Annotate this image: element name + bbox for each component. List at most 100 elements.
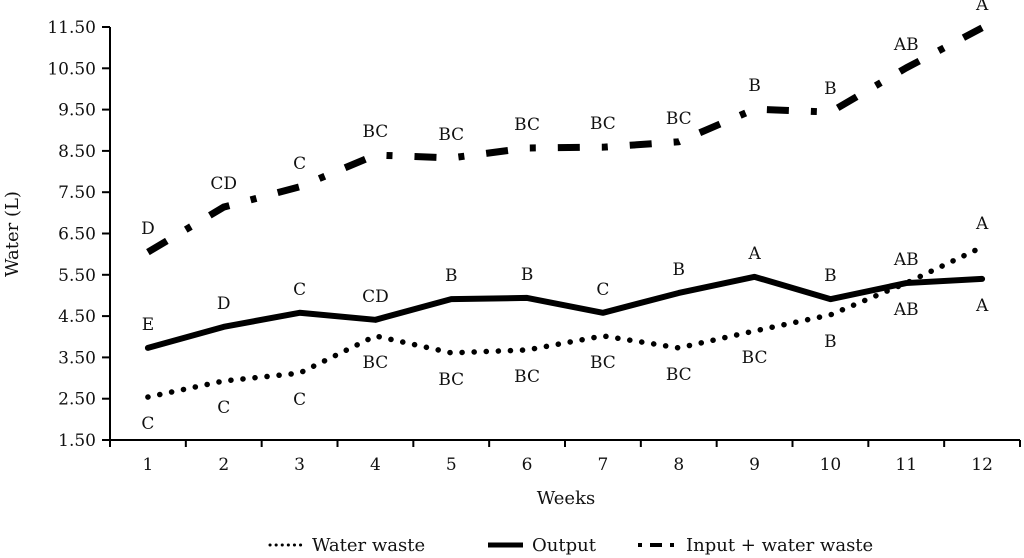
- data-point-water-waste: [524, 347, 530, 353]
- y-tick-label: 9.50: [58, 101, 96, 121]
- data-point-input-water-waste: [676, 139, 682, 145]
- axes: 1.50 2.50 3.50 4.50 5.50 6.50 7.50 8.50 9.50 10.5…: [47, 18, 1021, 475]
- data-point-output: [827, 296, 833, 302]
- x-tick-label: 5: [446, 455, 457, 475]
- legend-item-output: Output: [488, 535, 597, 556]
- significance-label-output: B: [521, 265, 534, 285]
- x-ticks: 1 2 3 4 5 6 7 8 9 10 11 12: [109, 440, 1021, 475]
- significance-label-water-waste: C: [293, 390, 306, 410]
- data-point-water-waste: [676, 345, 682, 351]
- significance-label-input-water-waste: BC: [363, 122, 389, 142]
- significance-label-input-water-waste: BC: [438, 125, 464, 145]
- significance-label-input-water-waste: D: [141, 219, 155, 239]
- data-point-output: [524, 295, 530, 301]
- significance-label-water-waste: BC: [514, 367, 540, 387]
- series-line-output: [144, 273, 986, 351]
- y-tick-label: 8.50: [58, 142, 96, 162]
- y-tick-label: 11.50: [47, 18, 96, 38]
- significance-label-water-waste: BC: [666, 365, 692, 385]
- data-point-water-waste: [448, 350, 454, 356]
- significance-label-input-water-waste: AB: [893, 35, 919, 55]
- data-point-input-water-waste: [372, 152, 378, 158]
- significance-label-output: A: [975, 296, 989, 316]
- data-point-output: [297, 310, 303, 316]
- significance-label-output: C: [293, 280, 306, 300]
- y-tick-label: 4.50: [58, 307, 96, 327]
- legend-label-output: Output: [532, 535, 597, 556]
- data-point-output: [979, 276, 985, 282]
- data-point-input-water-waste: [524, 145, 530, 151]
- x-tick-label: 8: [673, 455, 684, 475]
- significance-label-output: A: [747, 244, 761, 264]
- y-tick-label: 1.50: [58, 431, 96, 451]
- significance-label-output: CD: [362, 287, 389, 307]
- data-point-output: [676, 290, 682, 296]
- y-tick-label: 3.50: [58, 348, 96, 368]
- significance-label-output: B: [445, 266, 458, 286]
- significance-label-water-waste: A: [975, 214, 989, 234]
- y-tick-label: 5.50: [58, 266, 96, 286]
- significance-label-input-water-waste: BC: [514, 115, 540, 135]
- significance-label-output: B: [673, 260, 686, 280]
- series-line-input-water-waste: [146, 24, 984, 256]
- significance-label-water-waste: AB: [893, 250, 919, 270]
- data-point-output: [372, 317, 378, 323]
- x-tick-label: 12: [971, 455, 993, 475]
- data-point-output: [752, 274, 758, 280]
- data-point-water-waste: [372, 333, 378, 339]
- significance-label-water-waste: BC: [742, 348, 768, 368]
- y-tick-label: 6.50: [58, 225, 96, 245]
- series-layer: [144, 24, 986, 400]
- legend-label-water-waste: Water waste: [312, 535, 425, 556]
- significance-label-water-waste: C: [217, 398, 230, 418]
- significance-label-output: E: [142, 315, 154, 335]
- y-tick-label: 10.50: [47, 59, 96, 79]
- significance-label-water-waste: C: [141, 414, 154, 434]
- significance-label-water-waste: B: [824, 332, 837, 352]
- significance-label-input-water-waste: A: [975, 0, 989, 15]
- y-axis-title: Water (L): [2, 191, 23, 277]
- significance-label-input-water-waste: B: [748, 76, 761, 96]
- data-point-input-water-waste: [600, 144, 606, 150]
- x-tick-label: 1: [143, 455, 154, 475]
- data-point-output: [145, 345, 151, 351]
- data-point-input-water-waste: [145, 249, 151, 255]
- significance-label-input-water-waste: CD: [210, 174, 237, 194]
- significance-label-output: AB: [893, 300, 919, 320]
- y-tick-label: 2.50: [58, 390, 96, 410]
- significance-label-water-waste: BC: [590, 353, 616, 373]
- x-tick-label: 9: [749, 455, 760, 475]
- data-point-water-waste: [221, 378, 227, 384]
- x-tick-label: 3: [294, 455, 305, 475]
- significance-label-input-water-waste: B: [824, 79, 837, 99]
- data-point-water-waste: [145, 394, 151, 400]
- significance-label-output: C: [596, 280, 609, 300]
- x-axis-title: Weeks: [537, 488, 595, 509]
- legend-item-input-water-waste: Input + water waste: [638, 535, 873, 556]
- significance-label-water-waste: BC: [438, 370, 464, 390]
- x-tick-label: 2: [218, 455, 229, 475]
- data-point-input-water-waste: [448, 155, 454, 161]
- x-tick-label: 6: [522, 455, 533, 475]
- x-tick-label: 7: [598, 455, 609, 475]
- data-point-water-waste: [297, 370, 303, 376]
- data-point-water-waste: [827, 312, 833, 318]
- legend: Water waste Output Input + water waste: [268, 535, 873, 556]
- significance-label-input-water-waste: BC: [666, 109, 692, 129]
- x-tick-label: 10: [820, 455, 842, 475]
- significance-label-input-water-waste: C: [293, 154, 306, 174]
- data-point-output: [600, 310, 606, 316]
- data-point-water-waste: [979, 244, 985, 250]
- x-tick-label: 4: [370, 455, 381, 475]
- data-point-input-water-waste: [903, 65, 909, 71]
- data-point-input-water-waste: [979, 25, 985, 31]
- data-point-output: [221, 324, 227, 330]
- data-point-output: [903, 280, 909, 286]
- significance-label-output: B: [824, 266, 837, 286]
- data-point-input-water-waste: [297, 184, 303, 190]
- significance-label-input-water-waste: BC: [590, 114, 616, 134]
- series-line-water-waste: [145, 244, 985, 400]
- data-point-input-water-waste: [752, 106, 758, 112]
